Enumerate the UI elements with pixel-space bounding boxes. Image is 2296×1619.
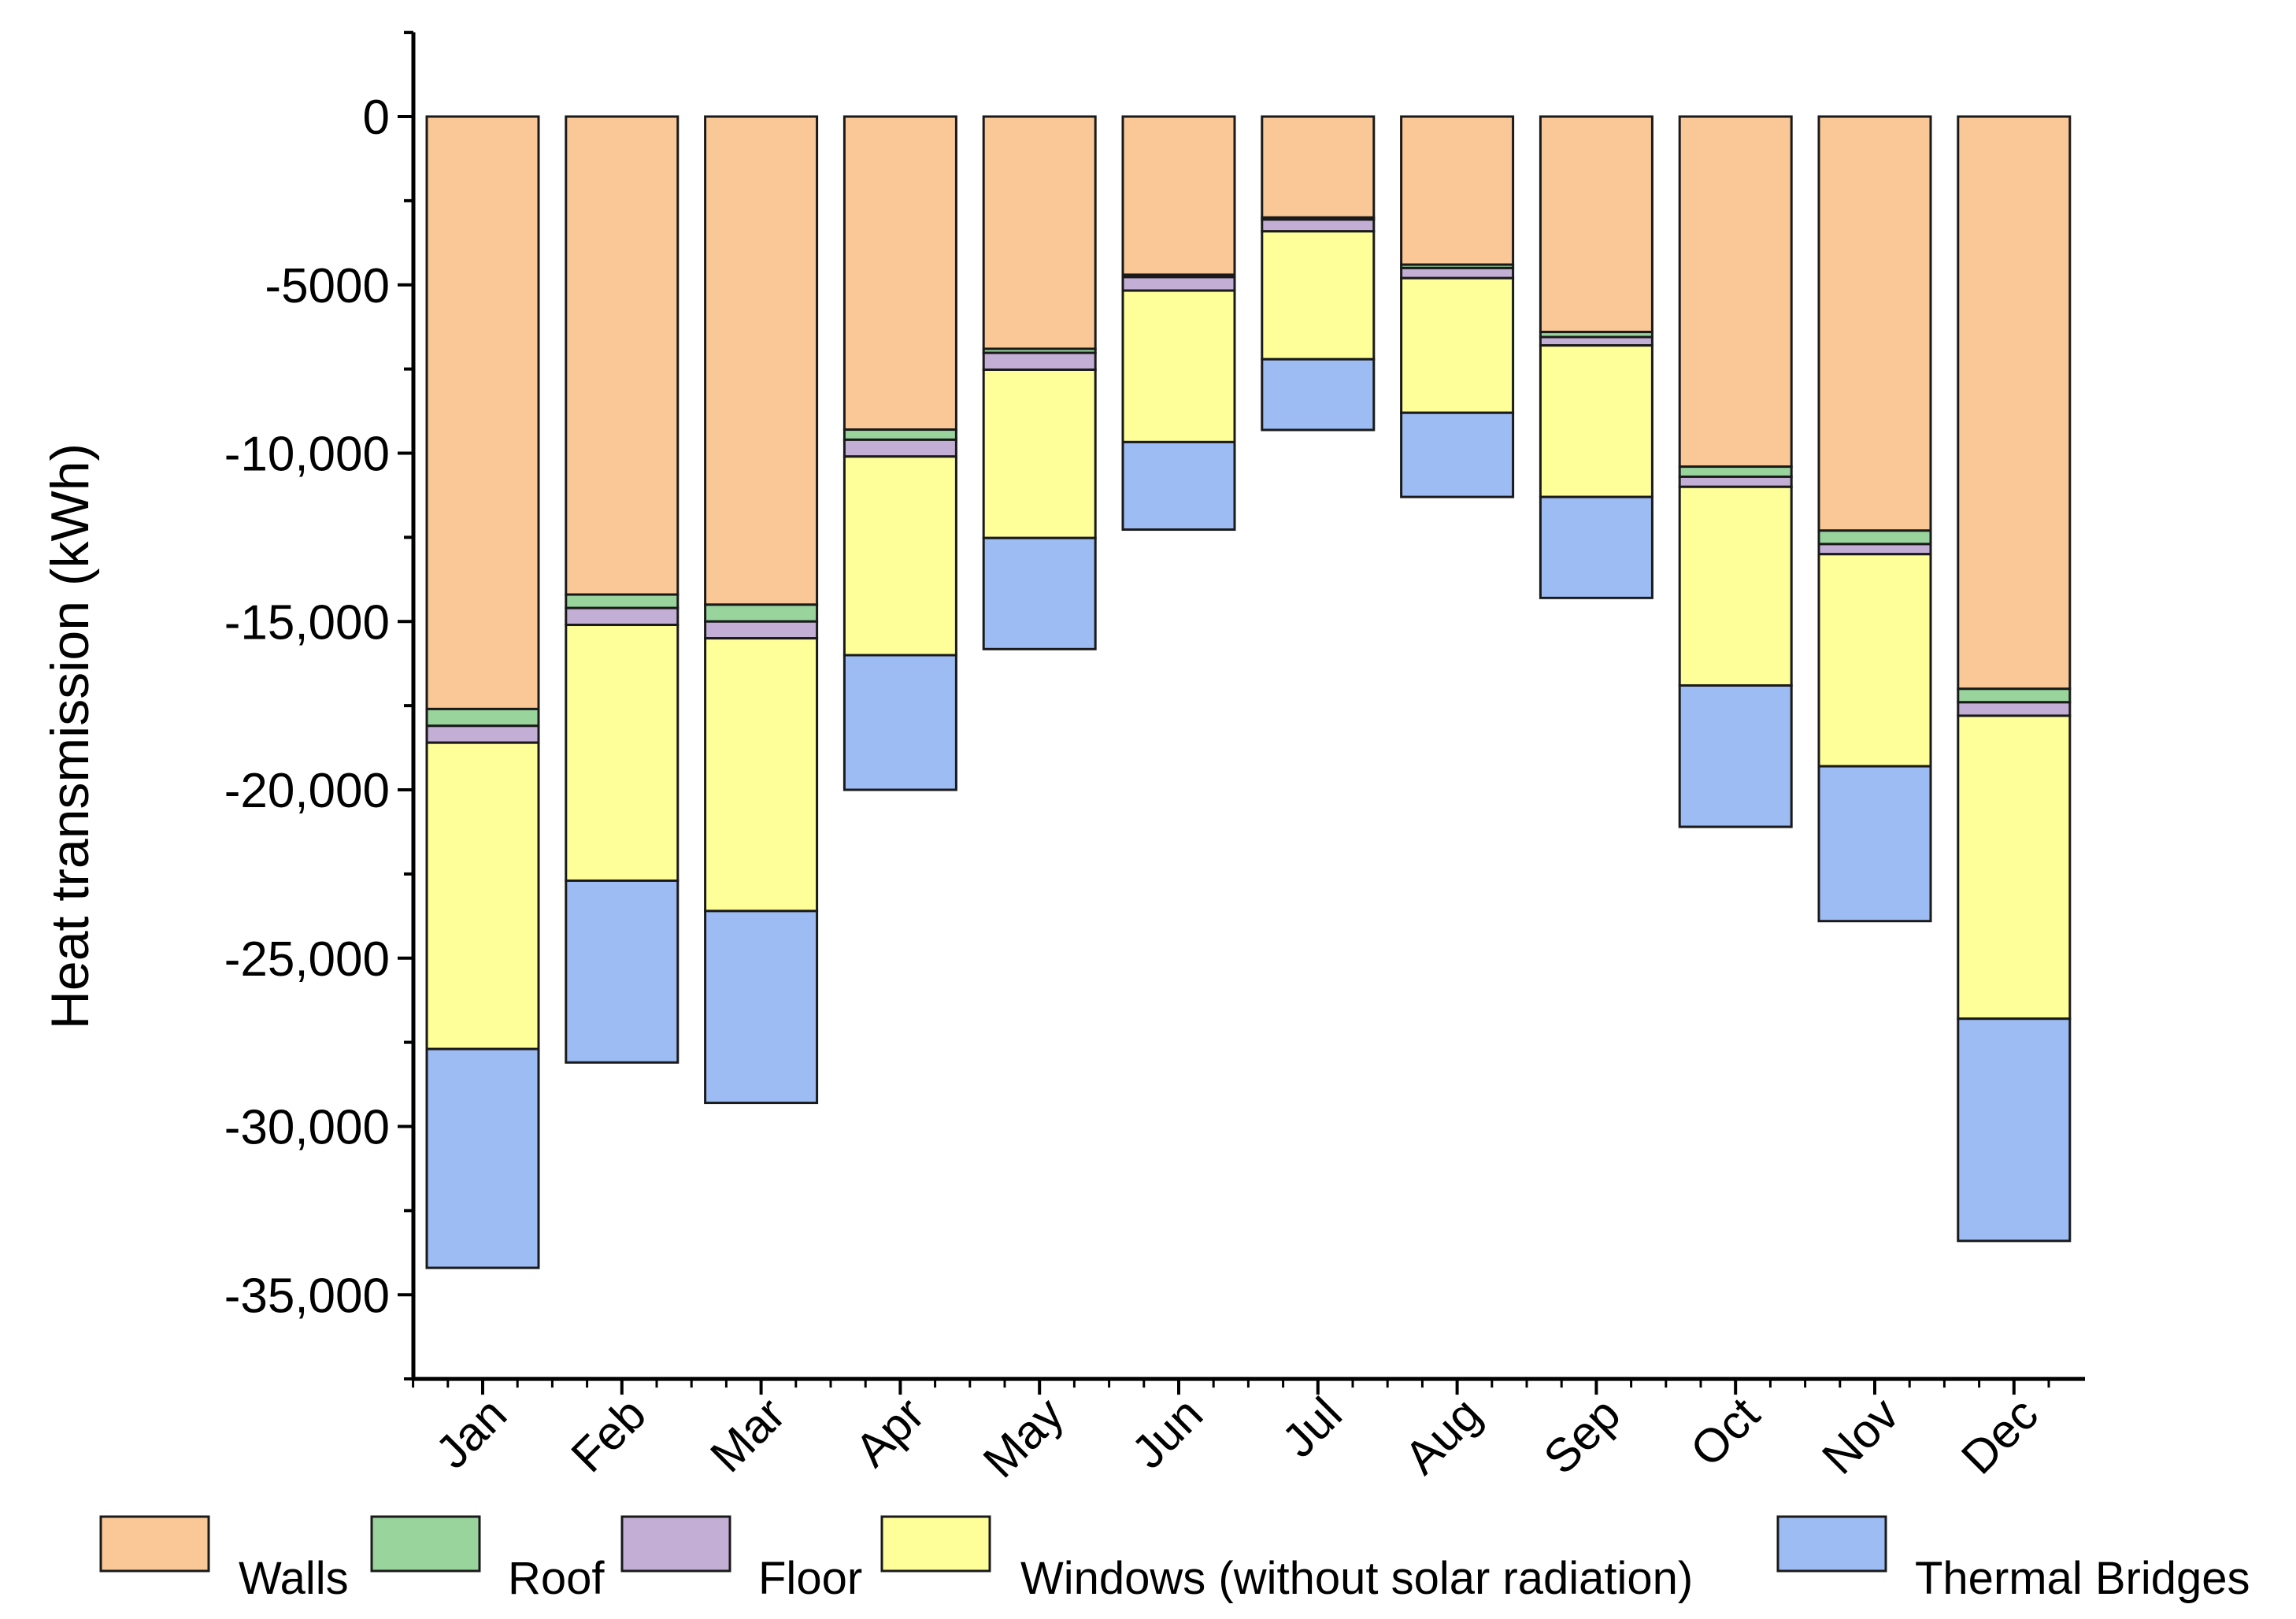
bar-segment-windows-apr xyxy=(842,455,957,657)
bar-segment-thermal-nov xyxy=(1817,765,1932,923)
y-tick-label: -15,000 xyxy=(224,595,390,650)
bar-segment-windows-feb xyxy=(565,624,680,882)
bar-segment-thermal-oct xyxy=(1678,684,1793,828)
bar-segment-floor-jan xyxy=(425,724,540,744)
bar-segment-thermal-apr xyxy=(842,654,957,791)
bar-segment-floor-oct xyxy=(1678,475,1793,488)
legend-label-roof: Roof xyxy=(508,1553,605,1604)
y-tick-label: -5000 xyxy=(265,259,390,313)
bar-segment-walls-may xyxy=(982,115,1097,350)
bar-segment-thermal-jan xyxy=(425,1047,540,1269)
x-tick-label: Oct xyxy=(1680,1387,1770,1477)
bar-segment-windows-aug xyxy=(1400,276,1515,414)
bar-segment-windows-nov xyxy=(1817,553,1932,768)
x-tick-label: Apr xyxy=(845,1387,934,1476)
bar-segment-floor-feb xyxy=(565,606,680,627)
bar-segment-windows-jun xyxy=(1121,289,1236,443)
bar-segment-roof-dec xyxy=(1957,687,2072,704)
y-axis-label: Heat transmission (kWh) xyxy=(40,443,100,1029)
y-tick-label: -25,000 xyxy=(224,932,390,987)
legend-label-walls: Walls xyxy=(239,1553,349,1604)
bar-segment-roof-nov xyxy=(1817,529,1932,546)
x-tick-label: Feb xyxy=(561,1387,656,1482)
bar-segment-floor-apr xyxy=(842,438,957,458)
bar-segment-roof-mar xyxy=(704,603,819,623)
bar-segment-roof-feb xyxy=(565,593,680,609)
bar-segment-walls-dec xyxy=(1957,115,2072,691)
bar-segment-windows-dec xyxy=(1957,714,2072,1021)
bar-segment-thermal-jun xyxy=(1121,440,1236,532)
bars-layer xyxy=(425,115,2072,1269)
bar-segment-floor-dec xyxy=(1957,701,2072,717)
y-tick-label: -35,000 xyxy=(224,1269,390,1323)
y-tick-label: 0 xyxy=(363,91,390,145)
x-tick-label: Sep xyxy=(1534,1387,1631,1484)
x-tick-label: Dec xyxy=(1951,1387,2048,1484)
bar-segment-windows-jul xyxy=(1261,230,1376,361)
legend: Walls Roof Floor Windows (without solar rad… xyxy=(99,1515,2250,1604)
x-tick-label: Mar xyxy=(700,1387,794,1482)
bar-segment-thermal-feb xyxy=(565,879,680,1064)
bar-segment-floor-jul xyxy=(1261,218,1376,233)
bar-segment-floor-sep xyxy=(1539,335,1653,347)
bar-segment-windows-sep xyxy=(1539,344,1653,498)
bar-segment-thermal-jul xyxy=(1261,358,1376,432)
bar-segment-thermal-dec xyxy=(1957,1017,2072,1243)
bar-segment-thermal-may xyxy=(982,536,1097,650)
bar-segment-walls-apr xyxy=(842,115,957,432)
bar-segment-walls-aug xyxy=(1400,115,1515,266)
legend-swatch-roof xyxy=(370,1515,481,1573)
bar-segment-thermal-mar xyxy=(704,910,819,1105)
bar-segment-walls-nov xyxy=(1817,115,1932,532)
bar-segment-roof-jan xyxy=(425,707,540,728)
bar-segment-floor-jun xyxy=(1121,276,1236,292)
bar-segment-windows-oct xyxy=(1678,485,1793,687)
bar-segment-roof-oct xyxy=(1678,465,1793,478)
y-tick-label: -30,000 xyxy=(224,1101,390,1155)
x-tick-label: Nov xyxy=(1812,1387,1909,1484)
x-tick-label: Jul xyxy=(1272,1387,1352,1468)
x-tick-label: Jan xyxy=(425,1387,517,1479)
y-tick-label: -10,000 xyxy=(224,428,390,482)
bar-segment-floor-mar xyxy=(704,620,819,640)
bar-segment-thermal-aug xyxy=(1400,411,1515,498)
bar-segment-windows-may xyxy=(982,368,1097,539)
bar-segment-walls-jul xyxy=(1261,115,1376,219)
y-tick-label: -20,000 xyxy=(224,764,390,818)
x-tick-label: May xyxy=(973,1387,1074,1488)
legend-label-windows: Windows (without solar radiation) xyxy=(1020,1553,1693,1604)
bar-segment-walls-jun xyxy=(1121,115,1236,276)
legend-swatch-windows xyxy=(880,1515,991,1573)
bar-segment-walls-jan xyxy=(425,115,540,710)
bar-segment-walls-sep xyxy=(1539,115,1653,334)
legend-swatch-walls xyxy=(99,1515,210,1573)
x-tick-label: Jun xyxy=(1121,1387,1213,1479)
bar-segment-walls-oct xyxy=(1678,115,1793,469)
legend-swatch-floor xyxy=(620,1515,731,1573)
axes-layer xyxy=(398,31,2085,1395)
legend-swatch-thermal xyxy=(1776,1515,1887,1573)
legend-label-floor: Floor xyxy=(758,1553,862,1604)
x-tick-label: Aug xyxy=(1394,1387,1491,1484)
bar-segment-walls-mar xyxy=(704,115,819,606)
bar-segment-floor-aug xyxy=(1400,266,1515,280)
bar-segment-windows-mar xyxy=(704,637,819,913)
bar-segment-floor-nov xyxy=(1817,543,1932,556)
bar-segment-windows-jan xyxy=(425,741,540,1050)
bar-segment-roof-apr xyxy=(842,428,957,441)
legend-label-thermal: Thermal Bridges xyxy=(1915,1553,2250,1604)
bar-segment-thermal-sep xyxy=(1539,495,1653,599)
bar-segment-walls-feb xyxy=(565,115,680,596)
bar-segment-floor-may xyxy=(982,351,1097,371)
